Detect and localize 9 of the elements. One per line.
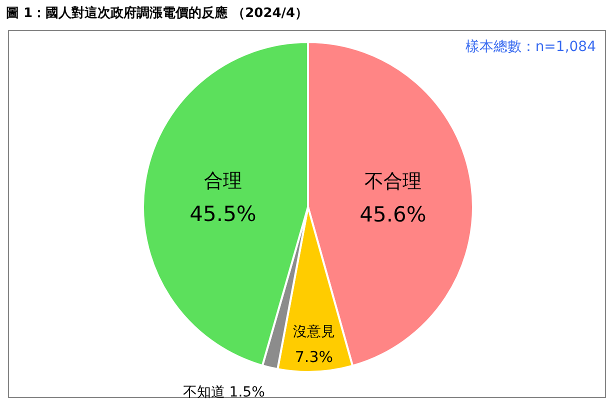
data-label: 45.6% (360, 202, 426, 226)
text: 樣本總數：n=1,084 (465, 39, 596, 55)
slice-label: 不合理 (364, 170, 422, 192)
data-label: 45.5% (190, 202, 256, 226)
slice-label: 沒意見 (292, 324, 335, 340)
chart-title: 圖 1：國人對這次政府調漲電價的反應 （2024/4） (6, 5, 308, 21)
slice-label: 合理 (204, 170, 242, 192)
data-label: 7.3% (294, 348, 334, 366)
slice-label: 不知道 1.5% (182, 384, 265, 400)
